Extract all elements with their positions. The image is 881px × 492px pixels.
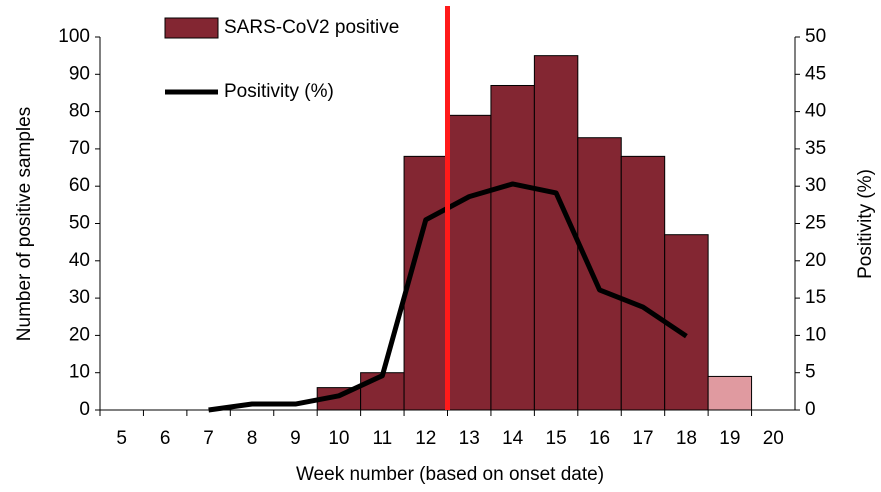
y-tick-label: 0 bbox=[79, 399, 90, 420]
y-tick-label: 30 bbox=[69, 287, 90, 308]
x-tick-label: 5 bbox=[116, 428, 127, 449]
x-tick-label: 15 bbox=[546, 428, 567, 449]
x-tick-label: 16 bbox=[589, 428, 610, 449]
y2-axis-label: Positivity (%) bbox=[855, 169, 876, 279]
y-tick-label: 80 bbox=[69, 101, 90, 122]
y2-tick-label: 15 bbox=[805, 287, 826, 308]
bar bbox=[490, 84, 535, 411]
legend-label: Positivity (%) bbox=[224, 81, 334, 102]
y2-tick-label: 5 bbox=[805, 362, 816, 383]
x-tick-label: 6 bbox=[160, 428, 171, 449]
x-tick-label: 17 bbox=[632, 428, 653, 449]
y2-tick-label: 25 bbox=[805, 213, 826, 234]
legend-label: SARS-CoV2 positive bbox=[224, 17, 399, 38]
x-tick-label: 19 bbox=[719, 428, 740, 449]
x-tick-label: 13 bbox=[459, 428, 480, 449]
y-axis-label: Number of positive samples bbox=[14, 107, 35, 341]
y2-tick-label: 20 bbox=[805, 250, 826, 271]
x-axis-label: Week number (based on onset date) bbox=[296, 464, 604, 485]
bar bbox=[620, 155, 666, 411]
bar bbox=[664, 234, 709, 411]
x-tick-label: 9 bbox=[290, 428, 301, 449]
y2-tick-label: 10 bbox=[805, 324, 826, 345]
y2-tick-label: 0 bbox=[805, 399, 816, 420]
x-tick-label: 8 bbox=[247, 428, 258, 449]
y2-tick-label: 35 bbox=[805, 138, 826, 159]
y2-tick-label: 40 bbox=[805, 101, 826, 122]
y2-tick-label: 50 bbox=[805, 26, 826, 47]
y-tick-label: 90 bbox=[69, 63, 90, 84]
bar bbox=[403, 155, 448, 411]
bar bbox=[533, 55, 579, 411]
y-tick-label: 50 bbox=[69, 213, 90, 234]
x-tick-label: 18 bbox=[676, 428, 697, 449]
x-tick-label: 20 bbox=[763, 428, 784, 449]
y-tick-label: 70 bbox=[69, 138, 90, 159]
bar bbox=[577, 137, 622, 411]
y-tick-label: 40 bbox=[69, 250, 90, 271]
legend-swatch bbox=[164, 17, 219, 39]
bar bbox=[447, 114, 492, 411]
y2-tick-label: 45 bbox=[805, 63, 826, 84]
x-tick-label: 7 bbox=[203, 428, 214, 449]
y-tick-label: 100 bbox=[58, 26, 90, 47]
x-tick-label: 12 bbox=[415, 428, 436, 449]
y-tick-label: 10 bbox=[69, 362, 90, 383]
y-tick-label: 60 bbox=[69, 175, 90, 196]
y-tick-label: 20 bbox=[69, 324, 90, 345]
bar bbox=[707, 375, 753, 411]
x-tick-label: 10 bbox=[328, 428, 349, 449]
x-tick-label: 11 bbox=[372, 428, 392, 449]
y2-tick-label: 30 bbox=[805, 175, 826, 196]
x-tick-label: 14 bbox=[502, 428, 524, 449]
